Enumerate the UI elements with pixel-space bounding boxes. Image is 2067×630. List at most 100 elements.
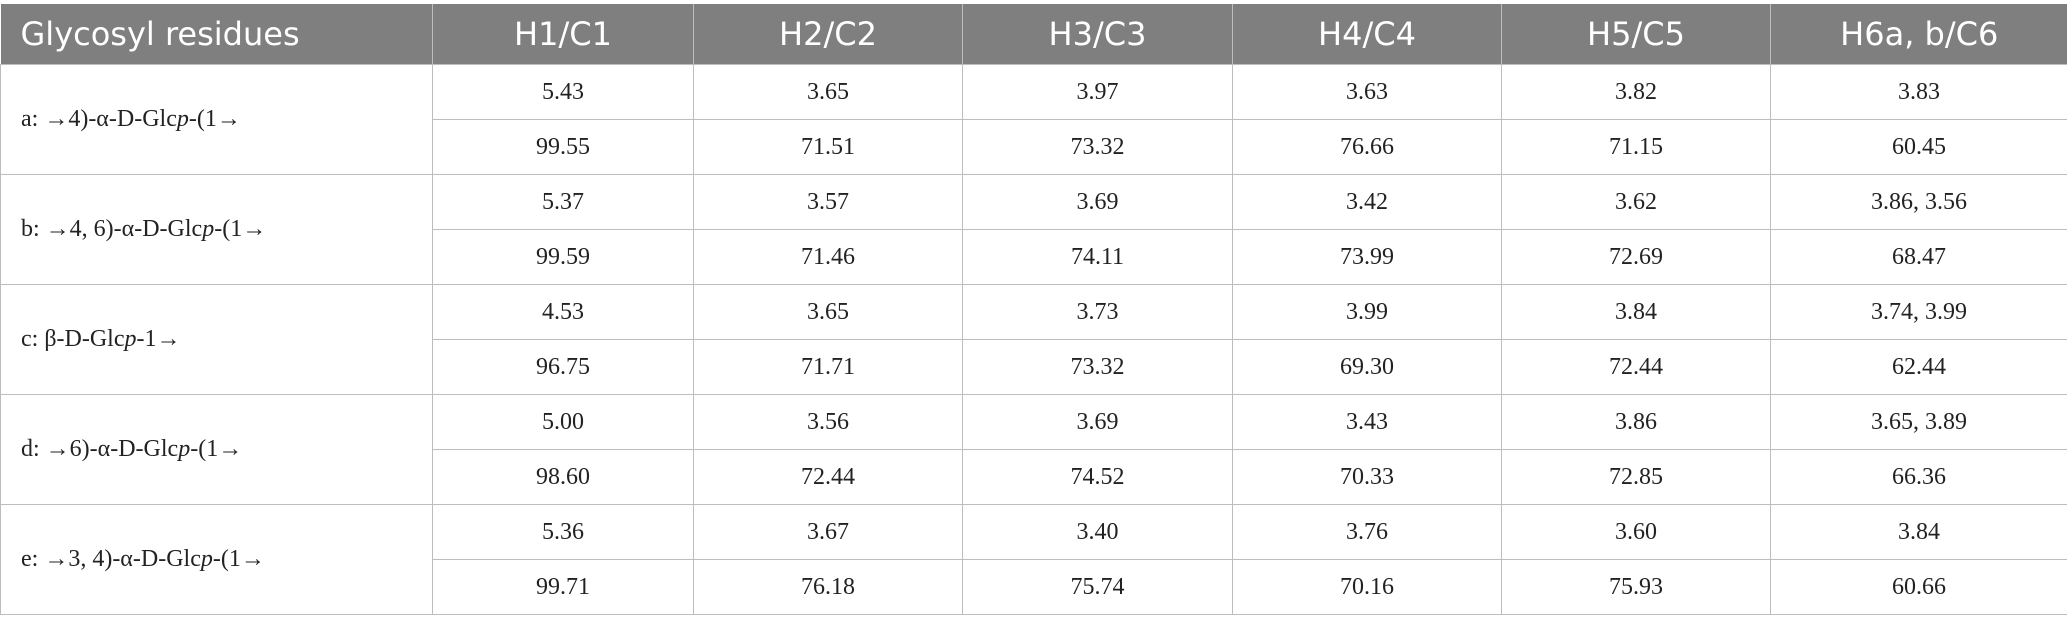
h-shift: 3.56 xyxy=(693,394,963,450)
data-table: Glycosyl residues H1/C1 H2/C2 H3/C3 H4/C4 H5/… xyxy=(0,4,2067,615)
row-h: a: →4)-α-D-Glcp-(1→ 5.43 3.65 3.97 3.63 3.82 3… xyxy=(0,64,2067,175)
header-cell: Glycosyl residues xyxy=(0,4,433,65)
header-cell: H4/C4 xyxy=(1232,4,1502,65)
h-shift: 3.99 xyxy=(1232,284,1502,340)
h-shift: 3.57 xyxy=(693,174,963,230)
residue-cell: c: β-D-Glcp-1→ xyxy=(0,284,433,395)
residue-rest: -(1→ xyxy=(188,106,241,132)
h-shift: 3.63 xyxy=(1232,64,1502,120)
c-shift: 96.75 xyxy=(432,339,694,395)
c-shift: 68.47 xyxy=(1770,229,2067,285)
header-row: Glycosyl residues H1/C1 H2/C2 H3/C3 H4/C4 H5/… xyxy=(0,4,2067,65)
row-h: c: β-D-Glcp-1→ 4.53 3.65 3.73 3.99 3.84 3.74, … xyxy=(0,284,2067,395)
c-shift: 99.59 xyxy=(432,229,694,285)
h-shift: 3.84 xyxy=(1501,284,1771,340)
h-shift: 4.53 xyxy=(432,284,694,340)
row-h: d: →6)-α-D-Glcp-(1→ 5.00 3.56 3.69 3.43 3.86 3… xyxy=(0,394,2067,505)
h-shift: 5.37 xyxy=(432,174,694,230)
c-shift: 76.18 xyxy=(693,559,963,615)
row-h: b: →4, 6)-α-D-Glcp-(1→ 5.37 3.57 3.69 3.42 3.… xyxy=(0,174,2067,285)
h-shift: 3.86, 3.56 xyxy=(1770,174,2067,230)
row-c: 98.60 72.44 74.52 70.33 72.85 66.36 xyxy=(1,449,2067,505)
h-shift: 3.86 xyxy=(1501,394,1771,450)
c-shift: 66.36 xyxy=(1770,449,2067,505)
residue-rest: -1→ xyxy=(136,326,181,352)
h-shift: 3.42 xyxy=(1232,174,1502,230)
h-shift: 5.36 xyxy=(432,504,694,560)
c-shift: 62.44 xyxy=(1770,339,2067,395)
residue-cell: a: →4)-α-D-Glcp-(1→ xyxy=(0,64,433,175)
c-shift: 71.51 xyxy=(693,119,963,175)
page: Glycosyl residues H1/C1 H2/C2 H3/C3 H4/C4 H5/… xyxy=(0,4,2067,630)
c-shift: 73.99 xyxy=(1232,229,1502,285)
h-shift: 3.69 xyxy=(962,394,1233,450)
c-shift: 71.46 xyxy=(693,229,963,285)
c-shift: 73.32 xyxy=(962,119,1233,175)
c-shift: 99.71 xyxy=(432,559,694,615)
residue-name: c: β-D-Glc xyxy=(21,326,125,352)
row-c: 99.59 71.46 74.11 73.99 72.69 68.47 xyxy=(1,229,2067,285)
h-shift: 5.43 xyxy=(432,64,694,120)
row-h: e: →3, 4)-α-D-Glcp-(1→ 5.36 3.67 3.40 3.76 3.… xyxy=(0,504,2067,615)
h-shift: 3.84 xyxy=(1770,504,2067,560)
c-shift: 98.60 xyxy=(432,449,694,505)
residue-italic: p xyxy=(202,216,215,242)
residue-italic: p xyxy=(200,546,213,572)
h-shift: 3.67 xyxy=(693,504,963,560)
h-shift: 3.69 xyxy=(962,174,1233,230)
c-shift: 60.45 xyxy=(1770,119,2067,175)
residue-name: a: →4)-α-D-Glc xyxy=(21,106,177,132)
c-shift: 75.93 xyxy=(1501,559,1771,615)
h-shift: 3.65 xyxy=(693,64,963,120)
residue-rest: -(1→ xyxy=(212,546,265,572)
c-shift: 99.55 xyxy=(432,119,694,175)
c-shift: 73.32 xyxy=(962,339,1233,395)
h-shift: 3.74, 3.99 xyxy=(1770,284,2067,340)
residue-name: e: →3, 4)-α-D-Glc xyxy=(21,546,201,572)
c-shift: 70.33 xyxy=(1232,449,1502,505)
h-shift: 3.40 xyxy=(962,504,1233,560)
residue-name: d: →6)-α-D-Glc xyxy=(21,436,179,462)
c-shift: 75.74 xyxy=(962,559,1233,615)
c-shift: 72.69 xyxy=(1501,229,1771,285)
c-shift: 71.15 xyxy=(1501,119,1771,175)
residue-rest: -(1→ xyxy=(190,436,243,462)
residue-name: b: →4, 6)-α-D-Glc xyxy=(21,216,203,242)
h-shift: 3.43 xyxy=(1232,394,1502,450)
c-shift: 74.52 xyxy=(962,449,1233,505)
c-shift: 70.16 xyxy=(1232,559,1502,615)
c-shift: 72.44 xyxy=(1501,339,1771,395)
residue-cell: d: →6)-α-D-Glcp-(1→ xyxy=(0,394,433,505)
h-shift: 3.60 xyxy=(1501,504,1771,560)
residue-italic: p xyxy=(176,106,189,132)
c-shift: 71.71 xyxy=(693,339,963,395)
h-shift: 3.62 xyxy=(1501,174,1771,230)
h-shift: 5.00 xyxy=(432,394,694,450)
h-shift: 3.73 xyxy=(962,284,1233,340)
header-cell: H5/C5 xyxy=(1501,4,1771,65)
h-shift: 3.83 xyxy=(1770,64,2067,120)
header-cell: H6a, b/C6 xyxy=(1770,4,2067,65)
h-shift: 3.82 xyxy=(1501,64,1771,120)
residue-italic: p xyxy=(124,326,137,352)
c-shift: 69.30 xyxy=(1232,339,1502,395)
h-shift: 3.65, 3.89 xyxy=(1770,394,2067,450)
residue-italic: p xyxy=(178,436,191,462)
c-shift: 72.85 xyxy=(1501,449,1771,505)
residue-cell: b: →4, 6)-α-D-Glcp-(1→ xyxy=(0,174,433,285)
c-shift: 72.44 xyxy=(693,449,963,505)
c-shift: 60.66 xyxy=(1770,559,2067,615)
h-shift: 3.65 xyxy=(693,284,963,340)
c-shift: 76.66 xyxy=(1232,119,1502,175)
residue-rest: -(1→ xyxy=(214,216,267,242)
table-body: a: →4)-α-D-Glcp-(1→ 5.43 3.65 3.97 3.63 3.82 3… xyxy=(0,64,2067,615)
header-cell: H2/C2 xyxy=(693,4,963,65)
h-shift: 3.97 xyxy=(962,64,1233,120)
header-cell: H3/C3 xyxy=(962,4,1233,65)
row-c: 96.75 71.71 73.32 69.30 72.44 62.44 xyxy=(1,339,2067,395)
row-c: 99.71 76.18 75.74 70.16 75.93 60.66 xyxy=(1,559,2067,615)
header-cell: H1/C1 xyxy=(432,4,694,65)
h-shift: 3.76 xyxy=(1232,504,1502,560)
c-shift: 74.11 xyxy=(962,229,1233,285)
residue-cell: e: →3, 4)-α-D-Glcp-(1→ xyxy=(0,504,433,615)
